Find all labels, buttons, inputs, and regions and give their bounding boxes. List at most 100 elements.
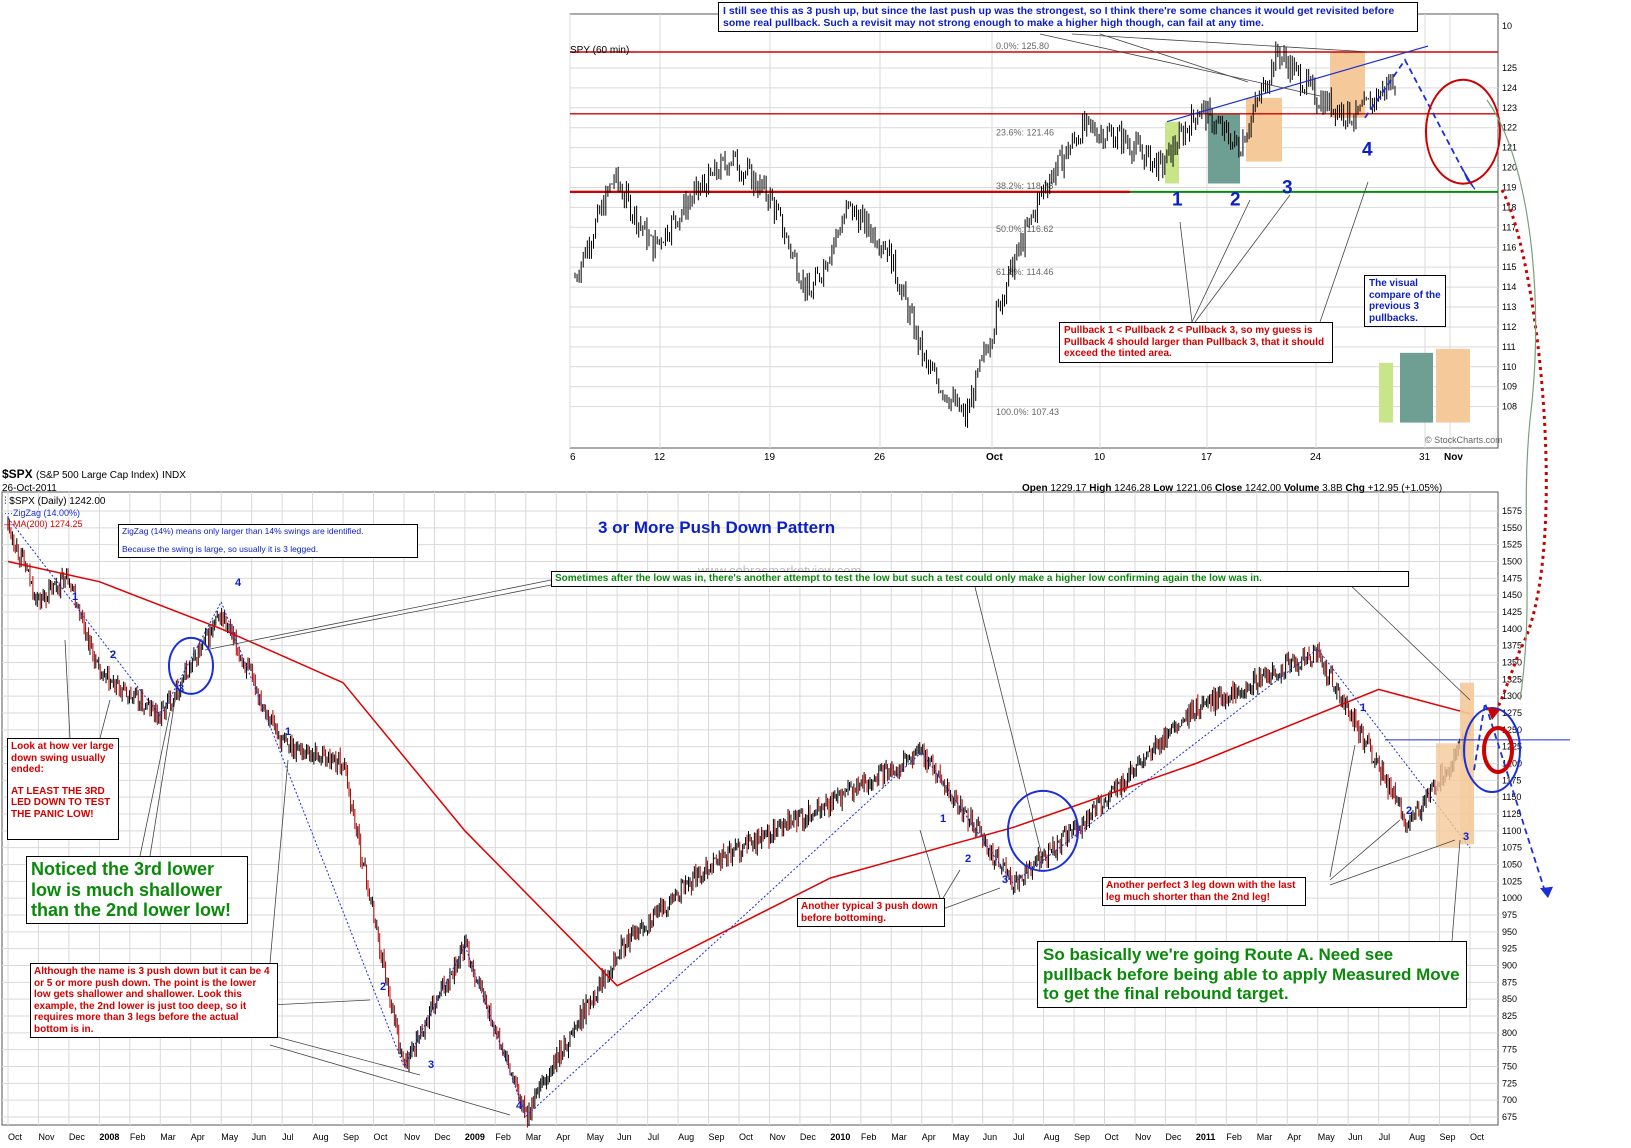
spx-leg-label: 3 — [1463, 831, 1469, 843]
spy-y-tick: 123 — [1502, 103, 1517, 113]
legend-price-icon: ⫶ — [4, 496, 7, 507]
spy-trendline — [1166, 45, 1429, 123]
spx-leader-line — [974, 586, 1044, 861]
spx-x-tick: Sep — [709, 1132, 725, 1142]
legend-ma-label: MA(200) 1274.25 — [13, 519, 83, 529]
spx-x-tick: 2010 — [830, 1132, 850, 1142]
spx-leg-label: 2 — [110, 649, 116, 661]
note-spy-top: I still see this as 3 push up, but since… — [718, 2, 1418, 33]
spx-leader-line — [939, 887, 1001, 911]
spx-x-tick: May — [587, 1132, 605, 1142]
spx-x-tick: Aug — [678, 1132, 694, 1142]
spx-tint-box — [1436, 743, 1460, 848]
spy-y-tick: 108 — [1502, 402, 1517, 412]
spx-y-tick: 1475 — [1502, 573, 1522, 583]
spx-y-tick: 1400 — [1502, 624, 1522, 634]
spx-leg-label: 1 — [72, 591, 78, 603]
legend-price-label: $SPX (Daily) 1242.00 — [9, 496, 106, 507]
ohlc-open-label: Open — [1022, 483, 1048, 494]
spx-leg-label: 4 — [516, 1100, 523, 1112]
spx-y-tick: 925 — [1502, 944, 1517, 954]
spx-x-tick: Mar — [891, 1132, 907, 1142]
spx-legend-zigzag: ···ZigZag (14.00%) — [4, 508, 80, 518]
spx-y-tick: 1275 — [1502, 708, 1522, 718]
spx-x-tick: Oct — [739, 1132, 754, 1142]
spx-x-tick: Oct — [1470, 1132, 1485, 1142]
note-route-a: So basically we're going Route A. Need s… — [1037, 941, 1467, 1008]
spx-x-tick: Apr — [191, 1132, 205, 1142]
spy-fib-label: 23.6%: 121.46 — [996, 127, 1054, 137]
spx-x-tick: Nov — [404, 1132, 421, 1142]
note-look: Look at how ver large down swing usually… — [7, 738, 119, 840]
spx-x-tick: Nov — [1135, 1132, 1152, 1142]
spx-leg-label: 1 — [1360, 702, 1366, 714]
spx-x-tick: Jun — [983, 1132, 998, 1142]
spy-pullback-label: 2 — [1230, 189, 1241, 210]
spx-y-tick: 1425 — [1502, 607, 1522, 617]
spx-y-tick: 850 — [1502, 994, 1517, 1004]
spx-leg-label: 2 — [965, 853, 971, 865]
spx-y-tick: 825 — [1502, 1011, 1517, 1021]
spx-y-tick: 975 — [1502, 910, 1517, 920]
spx-x-tick: Apr — [556, 1132, 570, 1142]
spy-chart-name: SPY (60 min) — [570, 45, 630, 56]
spx-x-tick: Mar — [1257, 1132, 1273, 1142]
spy-y-tick: 116 — [1502, 242, 1516, 252]
spx-leader-line — [204, 579, 552, 651]
spx-tint-box — [1460, 682, 1474, 845]
spx-x-tick: Dec — [1165, 1132, 1182, 1142]
spx-y-tick: 1450 — [1502, 590, 1522, 600]
spy-red-circle — [1425, 78, 1501, 185]
spx-leader-line — [269, 1044, 511, 1116]
spx-projection-path — [1473, 702, 1546, 892]
ohlc-high: 1246.28 — [1114, 483, 1151, 494]
spy-fib-label: 100.0%: 107.43 — [996, 407, 1059, 417]
spx-leader-line — [269, 999, 371, 1006]
ohlc-close-label: Close — [1214, 483, 1243, 494]
spx-x-tick: Jul — [282, 1132, 294, 1142]
spx-x-tick: Feb — [861, 1132, 877, 1142]
spx-x-tick: Apr — [922, 1132, 936, 1142]
spx-leader-line — [64, 639, 71, 739]
spx-ohlc: Open 1229.17 High 1246.28 Low 1221.06 Cl… — [1022, 483, 1442, 494]
spx-leader-line — [919, 829, 941, 899]
note-look-line2: AT LEAST THE 3RD LED DOWN TO TEST THE PA… — [11, 785, 111, 820]
spx-y-tick: 1250 — [1502, 725, 1522, 735]
spx-y-tick: 725 — [1502, 1078, 1517, 1088]
spx-x-tick: Sep — [1074, 1132, 1090, 1142]
spx-y-tick: 775 — [1502, 1045, 1517, 1055]
spx-x-tick: May — [1318, 1132, 1336, 1142]
spy-watermark: © StockCharts.com — [1425, 435, 1503, 445]
spy-x-tick: 6 — [570, 452, 576, 463]
spy-x-tick: 12 — [654, 452, 666, 463]
spx-x-tick: May — [221, 1132, 239, 1142]
spy-x-tick: 24 — [1310, 452, 1322, 463]
connector-dotted-line — [1493, 189, 1548, 713]
note-visual-compare: The visual compare of the previous 3 pul… — [1364, 275, 1446, 327]
spy-leader-line — [1071, 33, 1371, 53]
ohlc-volume: 3.8B — [1322, 483, 1343, 494]
spx-y-tick: 1075 — [1502, 843, 1522, 853]
compare-box-1 — [1379, 362, 1393, 423]
spx-blue-circle — [168, 636, 214, 695]
spx-leg-label: 1 — [940, 813, 946, 825]
spx-y-tick: 875 — [1502, 977, 1517, 987]
spx-y-tick: 1350 — [1502, 658, 1522, 668]
spx-y-tick: 1100 — [1502, 826, 1521, 836]
spy-y-tick: 118 — [1502, 202, 1516, 212]
spy-y-tick: 114 — [1502, 282, 1516, 292]
spx-y-tick: 675 — [1502, 1112, 1517, 1122]
spy-fib-label: 38.2%: 118.78 — [996, 181, 1053, 191]
spx-leader-line — [139, 711, 171, 857]
spx-header: $SPX (S&P 500 Large Cap Index) INDX — [2, 467, 186, 481]
spx-x-tick: Apr — [1287, 1132, 1301, 1142]
spy-x-tick: 19 — [764, 452, 776, 463]
spx-y-tick: 900 — [1502, 961, 1517, 971]
spy-y-tick: 120 — [1502, 163, 1517, 173]
spx-symbol: $SPX — [2, 467, 33, 481]
spy-y-tick: 117 — [1502, 222, 1516, 232]
spx-x-tick: Nov — [38, 1132, 55, 1142]
spy-x-tick: Nov — [1444, 452, 1463, 463]
spy-fib-label: 0.0%: 125.80 — [996, 41, 1049, 51]
ohlc-volume-label: Volume — [1283, 483, 1320, 494]
